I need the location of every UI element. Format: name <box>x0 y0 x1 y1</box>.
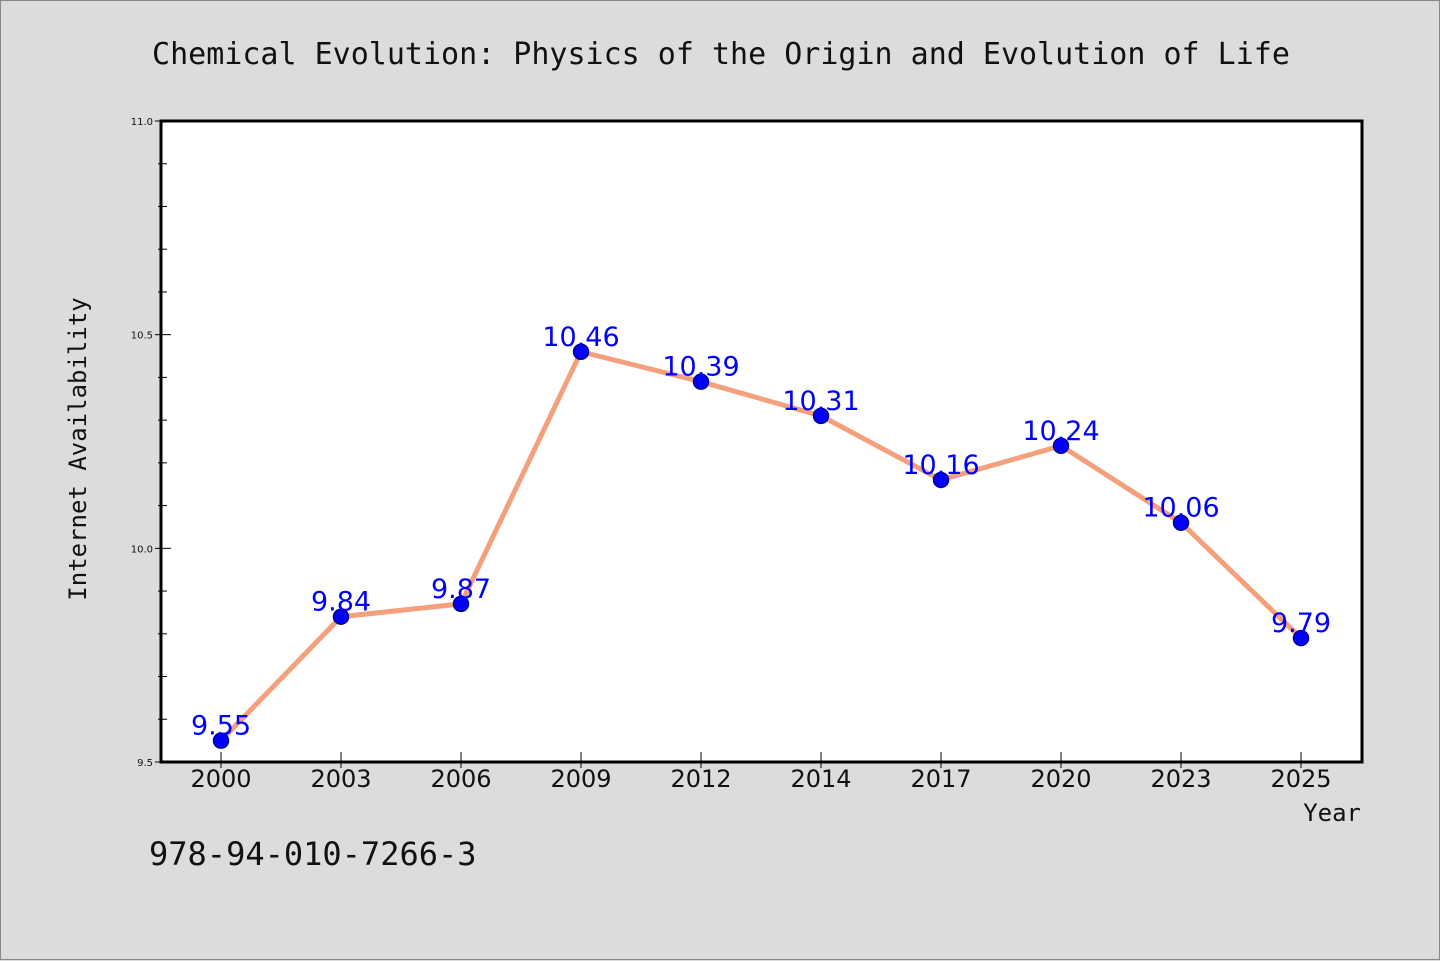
series-markers <box>212 343 1310 749</box>
data-point <box>212 732 230 749</box>
y-tick-label: 9.5 <box>137 758 153 769</box>
isbn-text: 978-94-010-7266-3 <box>149 835 477 873</box>
x-axis: 2000 2003 2006 2009 2012 2014 2017 2020 2023 2025 <box>190 752 1332 793</box>
data-label: 10.31 <box>782 386 859 417</box>
data-point <box>932 471 950 489</box>
data-point <box>452 595 470 613</box>
data-label: 9.84 <box>311 587 371 618</box>
data-point <box>1172 514 1190 531</box>
data-label: 10.46 <box>542 322 619 353</box>
series-line <box>218 349 1304 744</box>
x-tick-label: 2012 <box>670 765 731 793</box>
data-point <box>812 407 830 425</box>
y-tick-label: 10.5 <box>131 331 153 342</box>
data-label: 10.16 <box>902 450 979 481</box>
x-tick-label: 2003 <box>310 765 371 793</box>
x-tick-label: 2014 <box>790 765 851 793</box>
data-label: 9.79 <box>1271 608 1331 639</box>
y-tick-label: 10.0 <box>131 544 153 555</box>
data-point <box>1052 437 1070 455</box>
x-tick-label: 2006 <box>430 765 491 793</box>
y-axis-label: Internet Availability <box>64 297 92 600</box>
data-point <box>1292 629 1310 647</box>
data-point <box>692 373 710 390</box>
data-label: 10.06 <box>1142 493 1219 524</box>
plot-area <box>159 119 1364 764</box>
y-tick-label: 11.0 <box>131 117 153 128</box>
x-tick-label: 2025 <box>1270 765 1331 793</box>
data-label: 10.39 <box>662 352 739 383</box>
data-label: 9.55 <box>191 711 251 742</box>
data-label: 9.87 <box>431 574 491 605</box>
x-tick-label: 2000 <box>190 765 251 793</box>
data-labels: 9.55 9.84 9.87 10.46 10.39 10.31 10.16 10.24 10.… <box>191 322 1331 742</box>
y-axis: 9.5 10.0 10.5 11.0 <box>131 117 171 769</box>
x-axis-label: Year <box>1303 799 1361 827</box>
data-label: 10.24 <box>1022 416 1099 447</box>
chart-title: Chemical Evolution: Physics of the Origi… <box>152 37 1290 72</box>
data-point <box>332 608 350 625</box>
x-tick-label: 2009 <box>550 765 611 793</box>
x-tick-label: 2023 <box>1150 765 1211 793</box>
x-tick-label: 2020 <box>1030 765 1091 793</box>
x-tick-label: 2017 <box>910 765 971 793</box>
data-point <box>572 343 590 361</box>
